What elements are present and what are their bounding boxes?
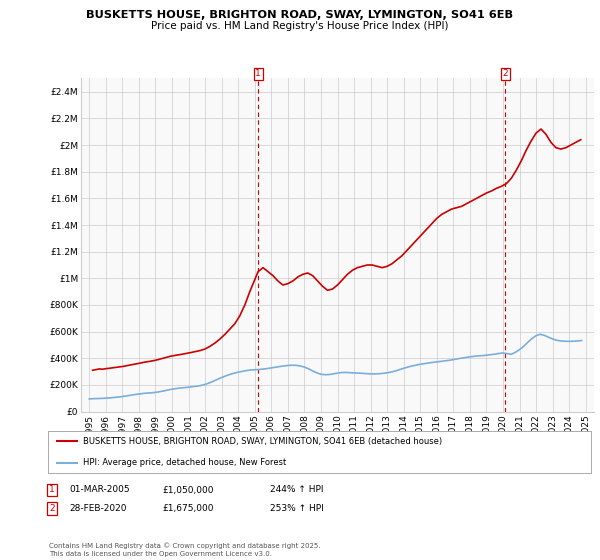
Text: £1,050,000: £1,050,000 — [162, 486, 214, 494]
Text: 2: 2 — [503, 69, 508, 78]
Text: 244% ↑ HPI: 244% ↑ HPI — [270, 486, 323, 494]
Text: 1: 1 — [255, 69, 261, 78]
Text: £1,675,000: £1,675,000 — [162, 504, 214, 513]
Text: BUSKETTS HOUSE, BRIGHTON ROAD, SWAY, LYMINGTON, SO41 6EB: BUSKETTS HOUSE, BRIGHTON ROAD, SWAY, LYM… — [86, 10, 514, 20]
Text: BUSKETTS HOUSE, BRIGHTON ROAD, SWAY, LYMINGTON, SO41 6EB (detached house): BUSKETTS HOUSE, BRIGHTON ROAD, SWAY, LYM… — [83, 437, 442, 446]
Text: Price paid vs. HM Land Registry's House Price Index (HPI): Price paid vs. HM Land Registry's House … — [151, 21, 449, 31]
Text: 2: 2 — [49, 504, 55, 513]
Text: 01-MAR-2005: 01-MAR-2005 — [69, 486, 130, 494]
Text: 28-FEB-2020: 28-FEB-2020 — [69, 504, 127, 513]
Text: 253% ↑ HPI: 253% ↑ HPI — [270, 504, 324, 513]
Text: Contains HM Land Registry data © Crown copyright and database right 2025.
This d: Contains HM Land Registry data © Crown c… — [49, 543, 320, 557]
Text: HPI: Average price, detached house, New Forest: HPI: Average price, detached house, New … — [83, 458, 287, 467]
Text: 1: 1 — [49, 486, 55, 494]
